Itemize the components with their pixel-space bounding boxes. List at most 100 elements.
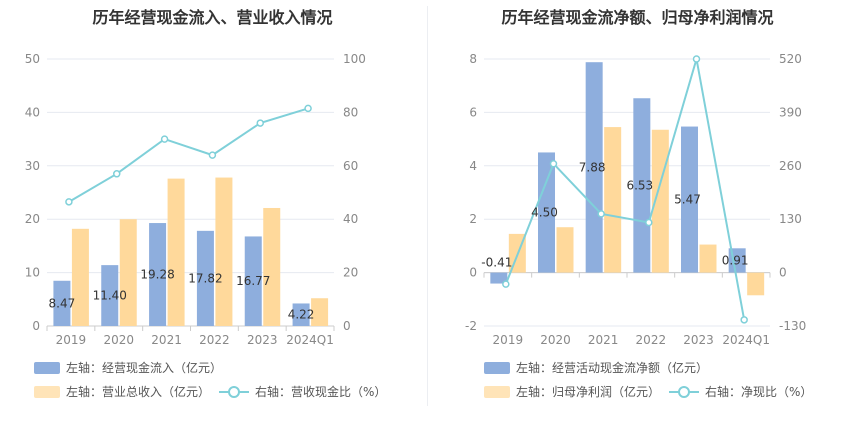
y-tick-label: 2 — [469, 212, 477, 226]
y2-tick-label: -130 — [779, 319, 806, 333]
data-label: 5.47 — [674, 193, 701, 207]
x-tick-label: 2020 — [103, 333, 134, 347]
bar-cash-inflow — [149, 223, 167, 326]
y-tick-label: 0 — [469, 266, 477, 280]
y2-tick-label: 20 — [343, 266, 358, 280]
bar-revenue — [215, 177, 233, 326]
right-legend-bar1[interactable]: 左轴：经营活动现金流净额（亿元） — [484, 359, 708, 376]
data-label: 6.53 — [626, 178, 653, 192]
ratio-line — [504, 58, 746, 321]
x-tick-label: 2019 — [493, 333, 524, 347]
y2-tick-label: 40 — [343, 212, 358, 226]
left-legend-bar2-label: 左轴：营业总收入（亿元） — [66, 385, 211, 399]
x-tick-label: 2021 — [588, 333, 619, 347]
bar-net-profit — [747, 272, 765, 296]
bar-revenue — [167, 178, 185, 326]
bar-revenue — [71, 228, 89, 326]
ratio-point — [502, 280, 510, 288]
y2-tick-label: 60 — [343, 159, 358, 173]
bar-cash-inflow — [53, 280, 71, 326]
bar-cash-inflow — [101, 265, 119, 326]
x-tick-label: 2019 — [56, 333, 87, 347]
ratio-point — [549, 159, 558, 168]
right-legend-bar1-label: 左轴：经营活动现金流净额（亿元） — [516, 361, 709, 375]
left-chart-panel: 历年经营现金流入、营业收入情况 0 0 10 20 20 40 30 60 40 80 50 100 2… — [25, 8, 387, 400]
ratio-point — [692, 55, 701, 63]
left-legend-bar1[interactable]: 左轴：经营现金流入（亿元） — [34, 359, 222, 376]
legend-bar1-swatch — [34, 361, 60, 374]
y-tick-label: 0 — [32, 319, 40, 333]
data-label: 4.22 — [288, 308, 315, 322]
y2-tick-label: 0 — [343, 319, 351, 333]
bar-net-profit — [556, 227, 574, 273]
right-chart-svg: -2 -130 0 0 2 130 4 260 6 390 8 520 2019 2020 2021 2022… — [465, 52, 806, 347]
data-label: 11.40 — [93, 289, 127, 303]
ratio-point — [645, 218, 653, 227]
ratio-point — [65, 198, 73, 206]
y2-tick-label: 100 — [343, 52, 366, 66]
y-tick-label: 10 — [25, 266, 40, 280]
bar-revenue — [119, 219, 137, 326]
ratio-point — [740, 316, 748, 324]
legend-bar2-swatch — [34, 385, 60, 398]
left-legend-line[interactable]: 右轴：营收现金比（%） — [219, 383, 386, 400]
data-label: 8.47 — [49, 296, 76, 310]
x-tick-label: 2024Q1 — [286, 333, 334, 347]
panel-divider — [427, 6, 428, 406]
bar-net-profit — [699, 244, 717, 273]
data-label: 7.88 — [579, 160, 606, 174]
x-tick-label: 2022 — [199, 333, 230, 347]
bar-cash-inflow — [244, 236, 262, 326]
y-tick-label: 6 — [469, 105, 477, 119]
ratio-point — [160, 135, 169, 143]
ratio-point — [597, 210, 605, 218]
bar-net-cash-flow — [538, 152, 555, 273]
y-tick-label: 20 — [25, 212, 40, 226]
bar-net-cash-flow — [633, 98, 651, 273]
right-legend-line-label: 右轴：净现比（%） — [705, 385, 813, 399]
bar-net-cash-flow — [490, 272, 508, 284]
data-label: 4.50 — [531, 206, 558, 220]
legend-line-swatch — [219, 385, 249, 398]
y-tick-label: 8 — [469, 52, 477, 66]
legend-line-swatch — [669, 385, 699, 398]
ratio-point — [304, 104, 312, 113]
y2-tick-label: 0 — [779, 266, 787, 280]
data-label: 0.91 — [722, 253, 749, 267]
x-tick-label: 2024Q1 — [722, 333, 770, 347]
x-tick-label: 2023 — [247, 333, 278, 347]
legend-bar2-swatch — [484, 385, 510, 398]
left-legend-line-label: 右轴：营收现金比（%） — [255, 385, 387, 399]
right-legend-line[interactable]: 右轴：净现比（%） — [669, 383, 812, 400]
x-tick-label: 2022 — [636, 333, 667, 347]
data-label: 17.82 — [188, 271, 222, 285]
x-tick-label: 2020 — [540, 333, 571, 347]
left-legend-bar1-label: 左轴：经营现金流入（亿元） — [66, 361, 223, 375]
y-tick-label: -2 — [465, 319, 477, 333]
bar-revenue — [311, 298, 329, 326]
bar-net-cash-flow — [585, 62, 603, 273]
bar-cash-inflow — [292, 303, 310, 326]
y-tick-label: 40 — [25, 105, 40, 119]
ratio-point — [256, 119, 264, 127]
right-legend-bar2[interactable]: 左轴：归母净利润（亿元） — [484, 383, 660, 400]
y-tick-label: 4 — [469, 159, 477, 173]
bar-net-profit — [604, 127, 622, 273]
bar-net-cash-flow — [681, 126, 698, 273]
ratio-point — [113, 170, 121, 178]
ratio-line — [68, 107, 309, 203]
y-tick-label: 50 — [25, 52, 40, 66]
right-chart-panel: 历年经营现金流净额、归母净利润情况 -2 -130 0 0 2 130 4 260 6 390 8 5… — [425, 0, 850, 437]
y2-tick-label: 130 — [779, 212, 802, 226]
x-tick-label: 2021 — [151, 333, 182, 347]
y-tick-label: 30 — [25, 159, 40, 173]
bar-revenue — [263, 207, 281, 326]
left-legend-bar2[interactable]: 左轴：营业总收入（亿元） — [34, 383, 210, 400]
right-chart-title: 历年经营现金流净额、归母净利润情况 — [501, 8, 774, 27]
y2-tick-label: 520 — [779, 52, 802, 66]
ratio-point — [208, 151, 217, 159]
data-label: 19.28 — [140, 268, 174, 282]
y2-tick-label: 80 — [343, 105, 358, 119]
x-tick-label: 2023 — [683, 333, 714, 347]
